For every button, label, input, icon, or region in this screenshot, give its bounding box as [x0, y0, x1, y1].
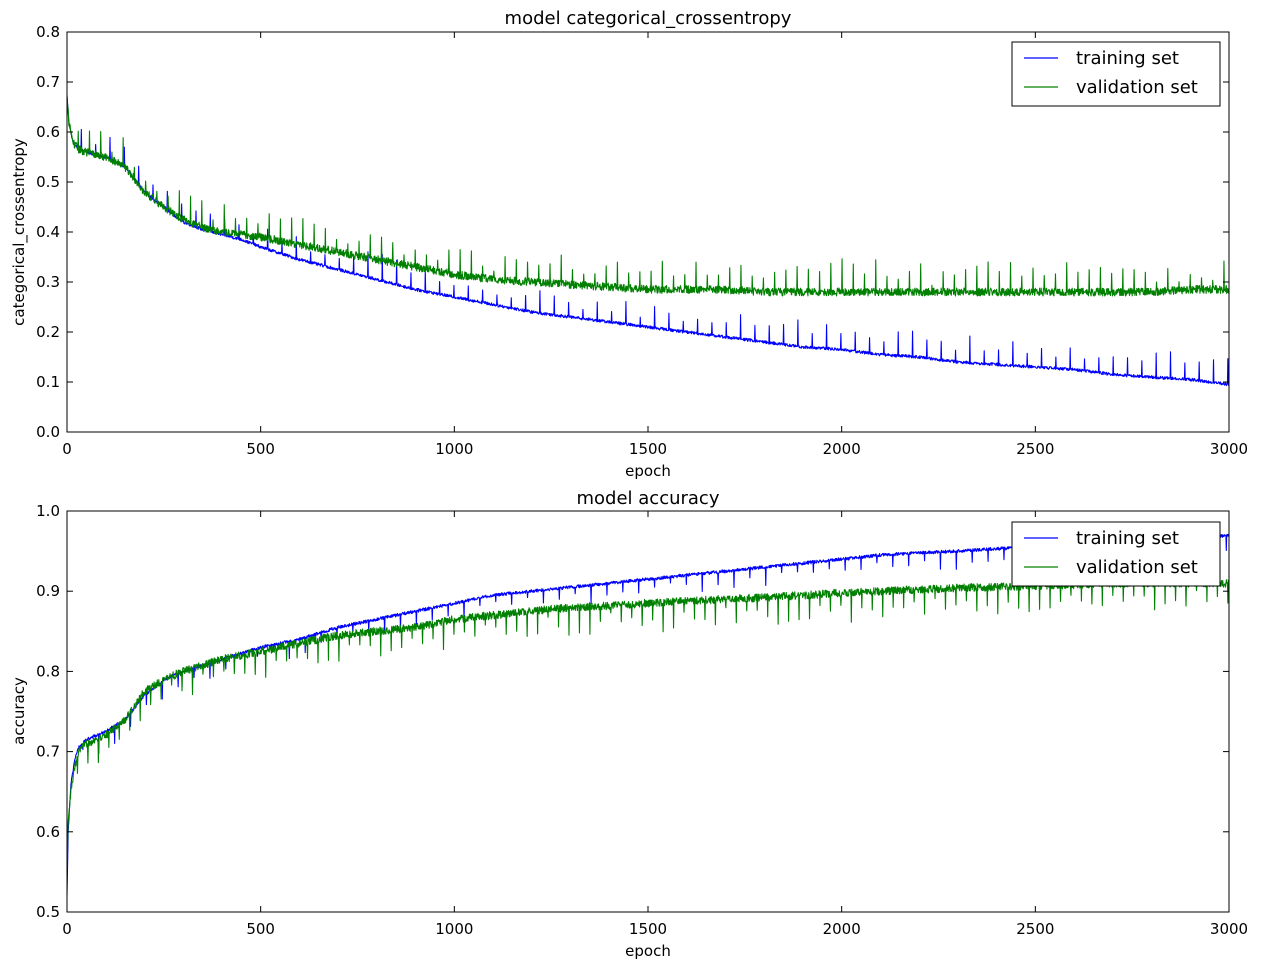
x-tick-label: 3000: [1210, 440, 1248, 458]
tick-marks: 0 500 1000 1500 2000 2500 3000 0.0 0.1 0.2 0.3 0.4 0…: [36, 23, 1248, 458]
axes-frame: [66, 31, 1230, 433]
y-tick-label: 0.9: [36, 582, 60, 600]
y-tick-label: 0.3: [36, 273, 60, 291]
legend-label-training: training set: [1076, 48, 1179, 69]
plot-area: [66, 95, 1230, 387]
chart-title: model accuracy: [577, 488, 720, 509]
x-tick-label: 500: [246, 920, 275, 938]
y-tick-label: 0.7: [36, 743, 60, 761]
y-tick-label: 0.1: [36, 373, 60, 391]
accuracy-chart: model accuracy epoch accuracy 0 500 1000 15…: [10, 488, 1248, 960]
x-axis-label: epoch: [625, 462, 671, 480]
y-tick-label: 0.7: [36, 73, 60, 91]
y-axis-label: accuracy: [10, 677, 28, 745]
x-tick-label: 2000: [823, 440, 861, 458]
crossentropy-chart: model categorical_crossentropy epoch cat…: [10, 8, 1248, 480]
series-line-validation: [66, 578, 1230, 870]
y-tick-label: 1.0: [36, 502, 60, 520]
y-tick-label: 0.6: [36, 823, 60, 841]
x-tick-label: 1500: [629, 440, 667, 458]
legend-box: [1011, 41, 1221, 107]
chart-title: model categorical_crossentropy: [505, 8, 792, 29]
x-tick-label: 2000: [823, 920, 861, 938]
x-axis-label: epoch: [625, 942, 671, 960]
legend: training set validation set: [1011, 41, 1221, 107]
axes-frame: [66, 510, 1230, 913]
y-tick-label: 0.8: [36, 23, 60, 41]
series-line-training: [66, 96, 1230, 387]
y-tick-label: 0.4: [36, 223, 60, 241]
x-tick-label: 2500: [1016, 440, 1054, 458]
y-tick-label: 0.6: [36, 123, 60, 141]
series-line-validation: [66, 95, 1230, 297]
y-axis-label: categorical_crossentropy: [10, 138, 29, 326]
x-tick-label: 2500: [1016, 920, 1054, 938]
y-tick-label: 0.2: [36, 323, 60, 341]
x-tick-label: 1000: [435, 440, 473, 458]
x-tick-label: 500: [246, 440, 275, 458]
series-line-training: [66, 533, 1230, 896]
legend: training set validation set: [1011, 521, 1221, 587]
legend-label-validation: validation set: [1076, 77, 1198, 98]
x-tick-label: 0: [62, 920, 72, 938]
y-tick-label: 0.5: [36, 903, 60, 921]
plot-area: [66, 533, 1230, 896]
x-tick-label: 1000: [435, 920, 473, 938]
x-tick-label: 3000: [1210, 920, 1248, 938]
x-tick-label: 1500: [629, 920, 667, 938]
legend-label-validation: validation set: [1076, 557, 1198, 578]
x-tick-label: 0: [62, 440, 72, 458]
legend-box: [1011, 521, 1221, 587]
y-tick-label: 0.8: [36, 662, 60, 680]
legend-label-training: training set: [1076, 528, 1179, 549]
y-tick-label: 0.5: [36, 173, 60, 191]
tick-marks: 0 500 1000 1500 2000 2500 3000 0.5 0.6 0.7 0.8 0.9 1…: [36, 502, 1248, 938]
y-tick-label: 0.0: [36, 423, 60, 441]
